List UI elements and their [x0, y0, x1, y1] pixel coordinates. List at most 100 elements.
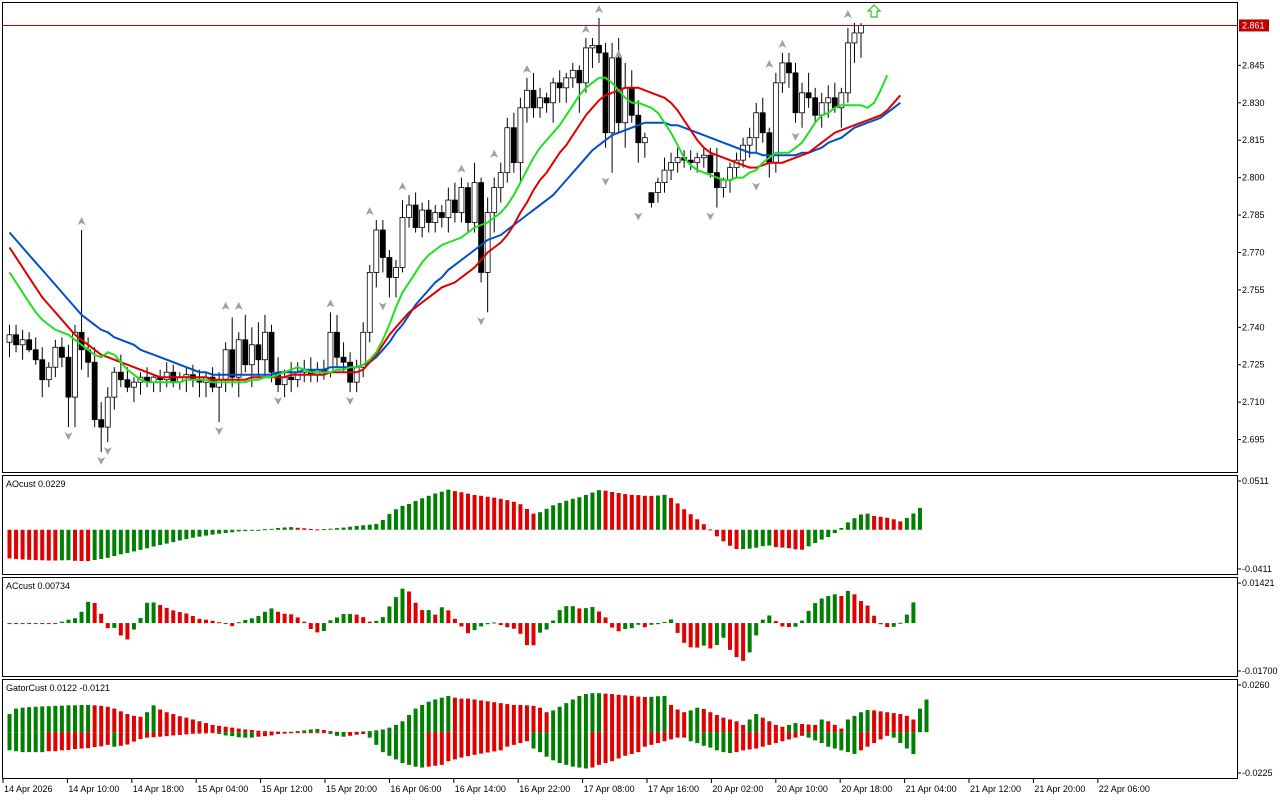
gator-lower-bar [898, 732, 903, 744]
ao-bar [249, 529, 254, 531]
gator-lower-bar [544, 732, 549, 757]
ac-bar [675, 623, 680, 633]
current-price-label: 2.861 [1242, 20, 1265, 30]
fractal-up-marker [765, 59, 774, 68]
gator-upper-bar [190, 719, 195, 733]
fractal-up-marker [581, 24, 590, 33]
gator-upper-bar [295, 731, 300, 733]
ao-bar [92, 529, 97, 560]
fractal-down-marker [346, 397, 355, 406]
candle-body [524, 89, 530, 109]
ao-bar [564, 500, 569, 530]
candle-body [504, 127, 511, 174]
gator-upper-bar [99, 705, 104, 733]
gator-upper-bar [210, 724, 215, 733]
gator-upper-bar [374, 730, 379, 733]
moving-average-lines [8, 74, 902, 384]
ao-bar [380, 519, 385, 530]
ac-bar [361, 617, 366, 624]
ao-bar [675, 503, 680, 530]
gator-histogram [7, 693, 929, 769]
x-tick-label: 20 Apr 18:00 [841, 784, 892, 794]
ac-bar [197, 618, 202, 624]
ao-histogram [7, 489, 922, 562]
ac-bar [184, 613, 189, 624]
gator-lower-bar [813, 732, 818, 741]
ac-bar [413, 602, 418, 624]
ac-bar [204, 619, 208, 624]
candle-body [589, 45, 596, 49]
gator-lower-bar [734, 732, 739, 753]
ac-bar [518, 623, 523, 634]
candle-body [373, 229, 380, 273]
ao-bar [832, 529, 837, 534]
fractal-down-marker [64, 432, 73, 441]
gator-upper-bar [217, 725, 222, 733]
gator-lower-bar [393, 732, 398, 760]
ao-bar [217, 529, 222, 534]
candle-body [641, 137, 648, 144]
candle-body [216, 379, 223, 388]
gator-upper-bar [708, 712, 713, 733]
ao-bar [590, 492, 595, 530]
ao-bar [662, 494, 667, 530]
ac-bar [66, 619, 71, 624]
gator-lower-bar [14, 732, 19, 752]
ao-bar [505, 500, 510, 530]
fractal-down-marker [215, 427, 224, 436]
ac-bar [538, 623, 543, 633]
candle-body [131, 381, 137, 388]
ao-bar [328, 528, 333, 530]
candle-body [255, 344, 262, 361]
gator-upper-bar [204, 723, 208, 733]
ao-bar [145, 529, 150, 549]
gator-upper-bar [452, 697, 457, 733]
candle-body [609, 57, 615, 134]
gator-upper-bar [177, 716, 182, 733]
ao-bar [131, 529, 136, 552]
fractal-up-marker [221, 301, 230, 310]
ac-bar [885, 623, 890, 628]
gator-upper-bar [426, 701, 431, 733]
ao-bar [852, 518, 857, 530]
ao-bar [282, 527, 287, 530]
gator-upper-bar [845, 719, 850, 733]
ao-bar [754, 529, 759, 548]
ac-bar [669, 619, 674, 624]
moving-average-line [8, 74, 889, 384]
ac-bar [721, 623, 726, 638]
candle-body [622, 87, 629, 124]
gator-lower-bar [636, 732, 641, 753]
ao-bar [826, 529, 831, 538]
candle-body [6, 334, 13, 343]
ao-bar [151, 529, 156, 547]
gator-lower-bar [79, 732, 84, 749]
ac-bar [46, 623, 51, 625]
candle-body [281, 376, 288, 386]
ao-bar [27, 529, 32, 560]
gator-upper-bar [14, 708, 19, 733]
ac-bar [145, 602, 150, 624]
candle-body [720, 179, 727, 189]
gator-lower-bar [302, 732, 307, 734]
gator-lower-bar [400, 732, 405, 764]
gator-upper-bar [400, 721, 405, 733]
candle-body [353, 366, 360, 383]
gator-lower-bar [714, 732, 719, 751]
gator-upper-bar [446, 695, 451, 733]
ao-bar [439, 491, 444, 530]
ac-pane-frame [2, 577, 1238, 677]
gator-lower-bar [498, 732, 503, 751]
gator-upper-bar [616, 694, 621, 733]
gator-lower-bar [308, 732, 313, 734]
ac-bar [302, 621, 307, 624]
gator-lower-bar [335, 732, 339, 736]
gator-lower-bar [852, 732, 857, 754]
gator-upper-bar [361, 731, 366, 733]
gator-lower-bar [872, 732, 877, 744]
ao-bar [485, 496, 490, 530]
ac-bar [590, 606, 595, 624]
candle-body [445, 199, 452, 218]
ac-bar [105, 623, 110, 629]
